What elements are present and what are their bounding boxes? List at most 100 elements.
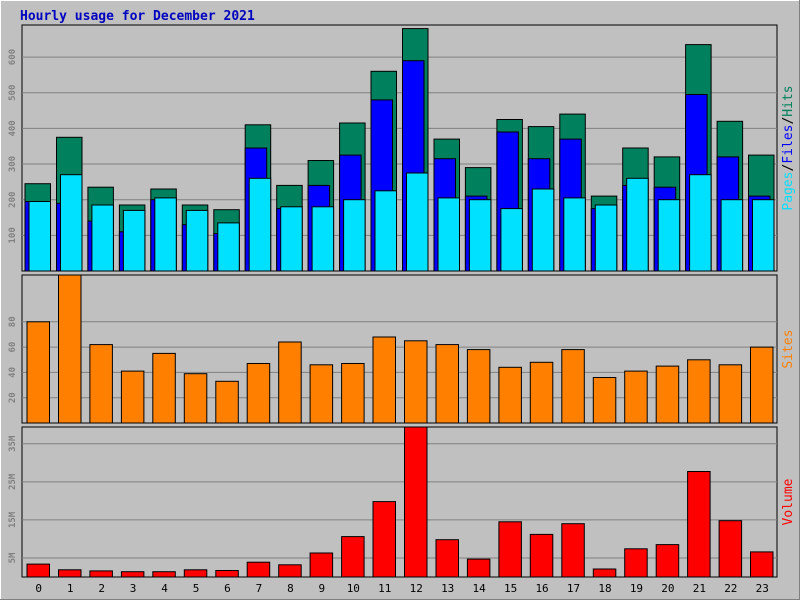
bar-sites-hour-16 [529,361,554,424]
y-tick-label: 35M [8,435,18,452]
legend-sites: Sites [781,329,796,368]
plot-area-hits-files-pages [21,24,778,272]
bar-volume-hour-4 [152,571,176,578]
bar-volume-hour-1 [58,569,82,578]
bar-pages-hour-4 [154,197,177,272]
y-tick-label: 25M [8,473,18,490]
legend-entry: Sites [781,329,796,368]
x-tick-label: 6 [224,582,231,595]
bar-sites-hour-23 [750,346,774,424]
legend-hits-files-pages: Pages/Files/Hits [781,85,796,210]
x-tick-label: 13 [441,582,454,595]
bar-volume-hour-20 [655,544,680,578]
bar-volume-hour-17 [561,523,585,578]
x-tick-label: 12 [410,582,423,595]
bar-pages-hour-5 [185,209,209,272]
bar-pages-hour-2 [91,204,114,272]
bar-pages-hour-12 [406,172,429,272]
y-tick-label: 600 [8,49,18,65]
x-tick-label: 1 [67,582,74,595]
bar-sites-hour-18 [592,377,617,424]
legend-entry: Volume [781,478,796,525]
bar-volume-hour-0 [26,563,50,578]
x-tick-label: 3 [130,582,137,595]
panel-volume: 5M 15M 25M 35M Volume [8,426,796,578]
legend-entry: / [781,117,796,125]
y-tick-label: 400 [8,120,18,136]
legend-entry: Pages [781,171,796,210]
bar-volume-hour-9 [309,552,334,578]
x-tick-label: 17 [567,582,580,595]
y-tick-label: 20 [8,392,18,403]
bar-volume-hour-13 [435,539,459,578]
bar-pages-hour-16 [531,188,555,272]
x-tick-label: 21 [693,582,706,595]
bar-volume-hour-18 [592,568,617,578]
y-tick-label: 60 [8,342,18,353]
bar-pages-hour-0 [28,201,51,272]
y-tick-label: 100 [8,227,18,243]
bar-pages-hour-14 [468,199,492,272]
bar-pages-hour-6 [217,222,240,272]
bar-sites-hour-8 [278,341,302,424]
bar-volume-hour-6 [215,570,239,578]
bar-sites-hour-21 [687,359,711,424]
bar-volume-hour-11 [372,501,396,578]
bar-sites-hour-15 [498,366,522,424]
x-tick-label: 16 [535,582,548,595]
x-tick-label: 15 [504,582,517,595]
x-tick-label: 14 [473,582,487,595]
bar-pages-hour-3 [122,209,146,272]
bar-sites-hour-2 [89,344,113,424]
bar-volume-hour-23 [750,551,774,578]
bar-volume-hour-12 [404,426,428,578]
bar-sites-hour-3 [120,370,145,424]
x-tick-label: 5 [193,582,200,595]
bar-volume-hour-8 [278,564,302,578]
bar-sites-hour-13 [435,344,459,424]
bar-sites-hour-17 [561,349,585,424]
bar-pages-hour-18 [594,204,618,272]
bar-volume-hour-21 [687,471,711,578]
bar-sites-hour-6 [215,380,239,424]
x-tick-label: 2 [98,582,105,595]
x-tick-label: 4 [161,582,168,595]
bar-volume-hour-16 [529,533,554,578]
bar-volume-hour-15 [498,521,522,578]
x-tick-label: 11 [378,582,391,595]
bar-sites-hour-12 [404,340,428,424]
x-tick-label: 23 [756,582,769,595]
x-tick-label: 9 [319,582,326,595]
panel-sites: 20 40 60 80 Sites [8,274,796,424]
bar-pages-hour-19 [626,177,649,272]
bar-sites-hour-9 [309,364,334,424]
bar-volume-hour-10 [341,536,365,578]
plot-area-volume [21,426,778,578]
x-axis-hour-labels: 0 1 2 3 4 5 6 7 8 9 10 11 12 13 14 15 16 17 18 19 20 21 22 23 [35,582,768,595]
bar-volume-hour-5 [183,569,208,578]
y-tick-label: 200 [8,192,18,208]
bar-volume-hour-2 [89,570,113,578]
bar-pages-hour-21 [689,174,712,272]
x-tick-label: 19 [630,582,643,595]
bar-sites-hour-1 [58,274,82,424]
bar-pages-hour-20 [657,199,681,272]
legend-entry: / [781,164,796,172]
bar-volume-hour-22 [718,520,743,578]
bar-pages-hour-8 [280,206,303,272]
bar-sites-hour-4 [152,352,176,424]
bar-pages-hour-17 [563,197,586,272]
bar-sites-hour-20 [655,365,680,424]
x-tick-label: 10 [347,582,360,595]
bar-sites-hour-11 [372,336,396,424]
bar-sites-hour-0 [26,321,50,424]
bar-pages-hour-10 [343,199,366,272]
y-tick-label: 40 [8,367,18,378]
y-tick-label: 5M [8,552,18,563]
bar-pages-hour-9 [311,206,335,272]
bar-pages-hour-7 [248,177,272,272]
bar-pages-hour-23 [752,199,775,272]
bar-sites-hour-10 [341,363,365,424]
